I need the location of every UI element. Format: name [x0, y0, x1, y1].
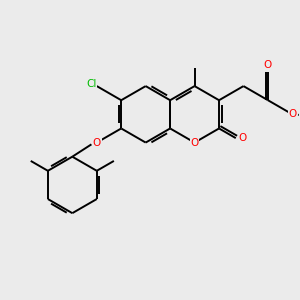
Text: O: O	[93, 138, 101, 148]
Text: O: O	[264, 60, 272, 70]
Text: O: O	[238, 133, 246, 143]
Text: Cl: Cl	[86, 79, 97, 89]
Text: O: O	[288, 109, 296, 119]
Text: O: O	[190, 138, 199, 148]
